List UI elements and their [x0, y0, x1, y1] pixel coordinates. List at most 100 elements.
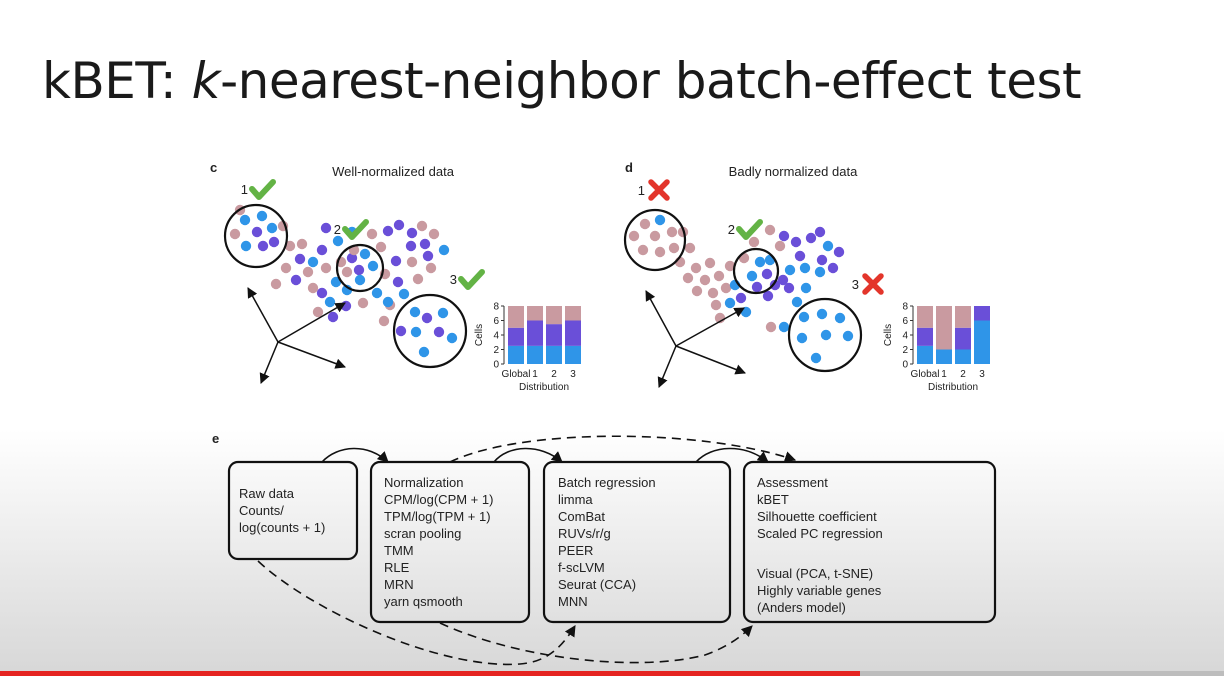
cell-dot	[810, 352, 822, 364]
bar-segment	[508, 327, 524, 346]
flow-arrow-raw-to-norm	[321, 447, 389, 463]
marker-number: 1	[638, 183, 645, 198]
cell-dot	[814, 226, 826, 238]
cell-dot	[346, 252, 358, 264]
cell-dot	[684, 242, 696, 254]
cell-dot	[371, 287, 383, 299]
cell-dot	[774, 240, 786, 252]
cell-dot	[816, 254, 828, 266]
cell-dot	[754, 256, 766, 268]
bar-segment	[508, 306, 524, 328]
cell-dot	[307, 282, 319, 294]
cell-dot	[765, 321, 777, 333]
panel-c-letter: c	[210, 160, 217, 175]
cell-dot	[382, 296, 394, 308]
x-tick-label: 3	[570, 369, 576, 380]
cell-dot	[280, 262, 292, 274]
cell-dot	[748, 236, 760, 248]
bar-segment	[936, 349, 952, 364]
y-tick-label: 0	[902, 360, 908, 371]
cell-dot	[409, 306, 421, 318]
cell-dot	[639, 218, 651, 230]
box-line: kBET	[757, 492, 789, 507]
cell-dot	[422, 250, 434, 262]
cell-dot	[649, 230, 661, 242]
cell-dot	[382, 225, 394, 237]
cell-dot	[833, 246, 845, 258]
box-line: TPM/log(TPM + 1)	[384, 509, 491, 524]
cell-dot	[294, 253, 306, 265]
cell-dot	[805, 232, 817, 244]
cell-dot	[778, 230, 790, 242]
x-tick-label: Global	[502, 369, 531, 380]
box-line: (Anders model)	[757, 600, 846, 615]
pca-axes	[247, 287, 346, 384]
x-tick-label: 2	[960, 369, 966, 380]
cross-icon	[648, 179, 670, 201]
box-line: Counts/	[239, 503, 284, 518]
cell-dot	[433, 326, 445, 338]
panel-d-cell-dots	[628, 214, 854, 364]
box-line: Assessment	[757, 475, 828, 490]
cell-dot	[637, 244, 649, 256]
bar-segment	[546, 306, 562, 325]
axis-arrow-1	[247, 287, 279, 343]
y-tick-label: 6	[493, 316, 499, 327]
check-icon	[249, 179, 276, 200]
video-progress-bar[interactable]	[0, 671, 1224, 676]
cell-dot	[794, 250, 806, 262]
y-axis-label: Cells	[474, 324, 485, 346]
cell-dot	[746, 270, 758, 282]
cell-dot	[834, 312, 846, 324]
title-k: k	[191, 52, 221, 110]
cell-dot	[428, 228, 440, 240]
box-line: Highly variable genes	[757, 583, 882, 598]
cell-dot	[378, 315, 390, 327]
cell-dot	[691, 285, 703, 297]
marker-number: 3	[852, 277, 859, 292]
assessment-text: Assessment kBET Silhouette coefficient S…	[757, 475, 886, 615]
cell-dot	[816, 308, 828, 320]
y-tick-label: 6	[902, 316, 908, 327]
cell-dot	[690, 262, 702, 274]
panel-e-letter: e	[212, 431, 219, 446]
panel-d-markers: 1 2 3	[638, 179, 884, 295]
cell-dot	[791, 296, 803, 308]
box-line: Silhouette coefficient	[757, 509, 877, 524]
cell-dot	[784, 264, 796, 276]
bar-segment	[917, 306, 933, 328]
cell-dot	[256, 210, 268, 222]
neighborhood-circle-2	[335, 243, 385, 293]
cell-dot	[419, 238, 431, 250]
cell-dot	[393, 219, 405, 231]
x-axis-label: Distribution	[928, 382, 978, 393]
neighborhood-circle-3	[392, 293, 468, 369]
cell-dot	[761, 268, 773, 280]
bar-segment	[974, 320, 990, 364]
cell-dot	[704, 257, 716, 269]
cell-dot	[666, 226, 678, 238]
y-tick-label: 2	[493, 345, 499, 356]
cell-dot	[398, 288, 410, 300]
cell-dot	[790, 236, 802, 248]
bar-segment	[546, 324, 562, 346]
cell-dot	[320, 222, 332, 234]
cell-dot	[814, 266, 826, 278]
flow-arrow-regression-to-assessment	[695, 447, 769, 463]
cell-dot	[330, 276, 342, 288]
box-line: Normalization	[384, 475, 463, 490]
x-tick-label: 3	[979, 369, 985, 380]
pca-axes	[645, 290, 746, 388]
cell-dot	[724, 260, 736, 272]
cell-dot	[412, 273, 424, 285]
batch-regression-box	[542, 460, 732, 624]
title-prefix: kBET:	[42, 52, 192, 110]
cell-dot	[764, 224, 776, 236]
cell-dot	[822, 240, 834, 252]
axis-arrow-2	[675, 307, 745, 347]
cell-dot	[390, 255, 402, 267]
neighborhood-circle-3	[787, 297, 863, 373]
cell-dot	[257, 240, 269, 252]
